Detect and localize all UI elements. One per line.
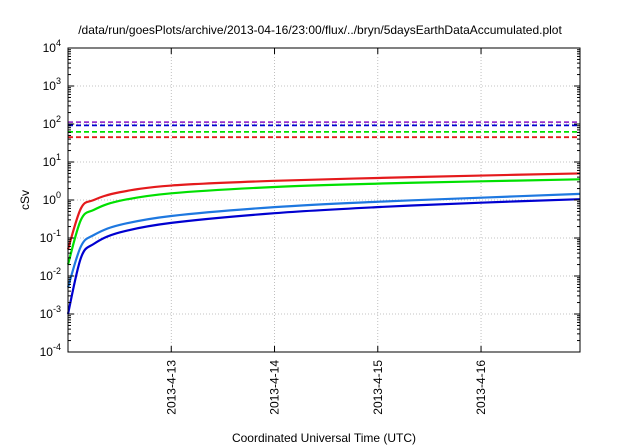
grid bbox=[68, 48, 580, 352]
y-tick-label: 100 bbox=[43, 190, 61, 207]
x-tick-label: 2013-4-13 bbox=[164, 360, 178, 415]
x-tick-label: 2013-4-16 bbox=[474, 360, 488, 415]
y-tick-label: 10-3 bbox=[40, 304, 61, 321]
y-tick-label: 10-2 bbox=[40, 266, 61, 283]
chart-title: /data/run/goesPlots/archive/2013-04-16/2… bbox=[78, 23, 562, 37]
y-tick-label: 104 bbox=[43, 38, 61, 55]
series-1-line bbox=[66, 172, 581, 250]
x-axis-label: Coordinated Universal Time (UTC) bbox=[232, 431, 416, 445]
x-axis-ticks: 2013-4-13 2013-4-14 2013-4-15 2013-4-16 bbox=[164, 48, 488, 415]
y-tick-label: 102 bbox=[43, 114, 61, 131]
y-tick-label: 103 bbox=[43, 76, 61, 93]
x-tick-label: 2013-4-14 bbox=[268, 360, 282, 415]
series-4-line bbox=[66, 198, 581, 315]
y-tick-label: 10-4 bbox=[40, 342, 61, 359]
y-axis-ticks: 10-4 10-3 10-2 10-1 100 101 102 103 104 bbox=[40, 38, 580, 359]
y-tick-label: 10-1 bbox=[40, 228, 61, 245]
y-axis-label: cSv bbox=[18, 190, 32, 210]
series-2-line bbox=[66, 178, 581, 265]
series-3-line bbox=[66, 192, 581, 288]
x-tick-label: 2013-4-15 bbox=[371, 360, 385, 415]
series-layer bbox=[66, 121, 581, 315]
y-tick-label: 101 bbox=[43, 152, 61, 169]
